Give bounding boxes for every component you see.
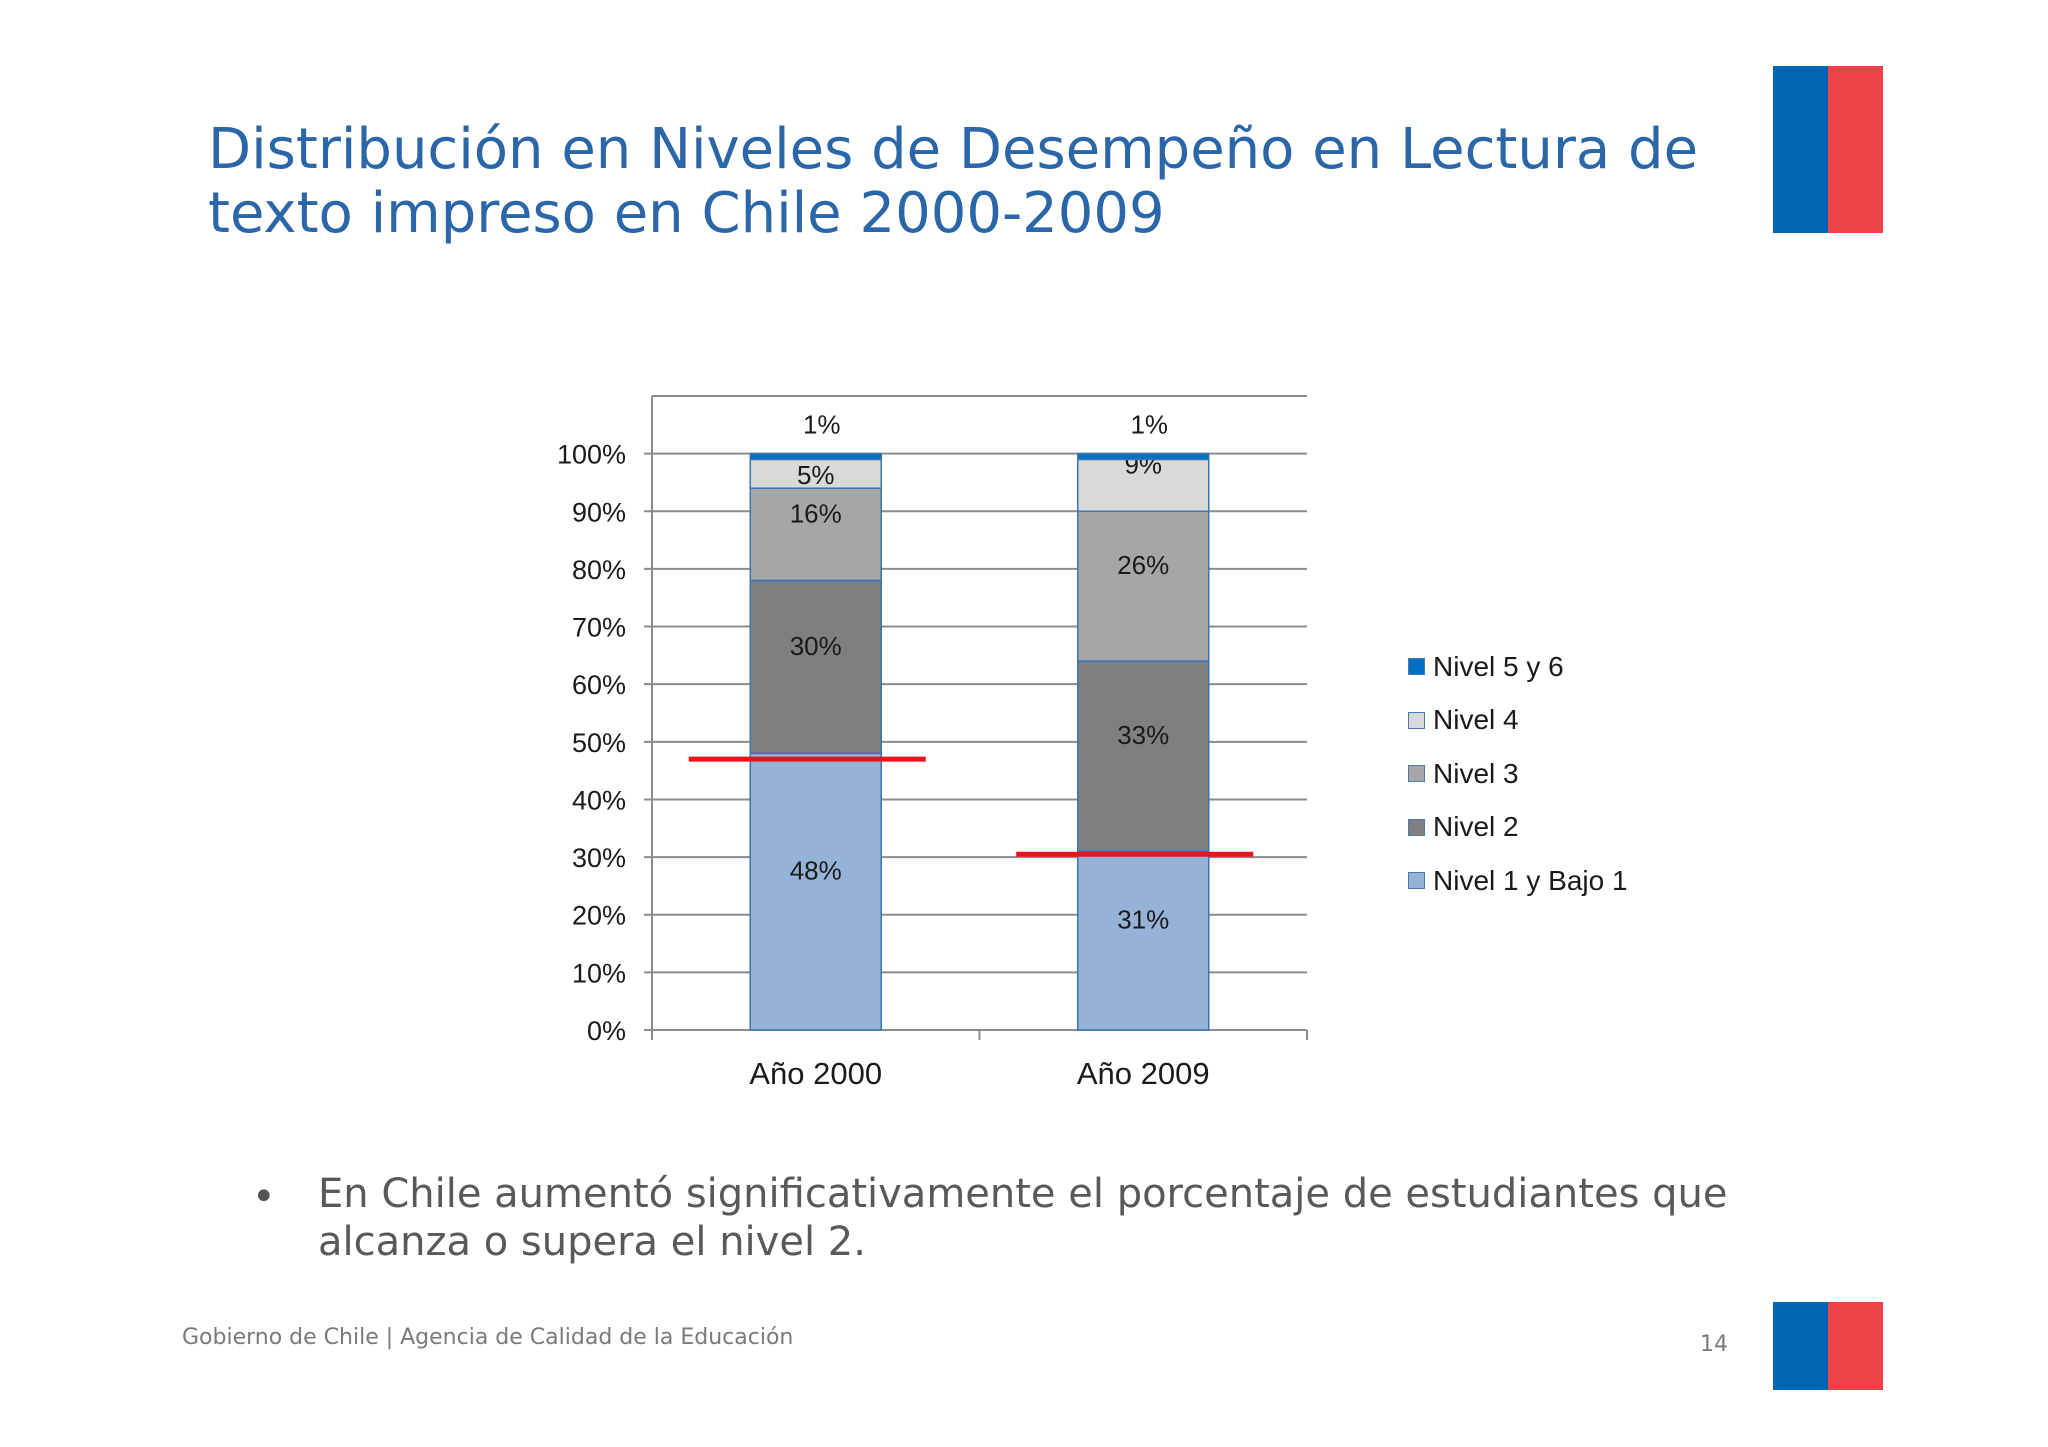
- legend-item: Nivel 3: [1408, 747, 1628, 801]
- legend-swatch: [1408, 658, 1425, 676]
- legend-label: Nivel 5 y 6: [1433, 650, 1564, 682]
- data-label: 30%: [790, 631, 842, 661]
- data-label: 48%: [790, 856, 842, 886]
- title-line-1: Distribución en Niveles de Desempeño en …: [208, 117, 1699, 182]
- data-label: 26%: [1117, 550, 1169, 580]
- bar-segment: [749, 452, 882, 461]
- legend-item: Nivel 1 y Bajo 1: [1408, 854, 1628, 908]
- legend-label: Nivel 4: [1433, 704, 1519, 736]
- data-label: 33%: [1117, 720, 1169, 750]
- bar-segment: [749, 752, 882, 1031]
- bar-segment: [1077, 458, 1210, 513]
- legend-label: Nivel 3: [1433, 757, 1519, 789]
- chile-flag-logo-top: [1773, 66, 1883, 233]
- bar-segment: [1077, 452, 1210, 461]
- bar-segment: [749, 487, 882, 582]
- data-label: 5%: [797, 460, 835, 490]
- slide-title: Distribución en Niveles de Desempeño en …: [208, 118, 1708, 246]
- title-line-2: texto impreso en Chile 2000-2009: [208, 181, 1165, 246]
- legend-item: Nivel 2: [1408, 801, 1628, 855]
- bar-segment: [749, 579, 882, 755]
- y-tick-label: 30%: [572, 843, 626, 873]
- bar-segment: [1077, 660, 1210, 853]
- legend-label: Nivel 2: [1433, 811, 1519, 843]
- x-category-label: Año 2000: [749, 1056, 882, 1091]
- legend-item: Nivel 4: [1408, 694, 1628, 748]
- y-tick-label: 20%: [572, 901, 626, 931]
- legend-label: Nivel 1 y Bajo 1: [1433, 864, 1628, 896]
- bullet-text: En Chile aumentó significativamente el p…: [318, 1171, 1728, 1265]
- y-tick-label: 40%: [572, 785, 626, 815]
- legend-swatch: [1408, 818, 1425, 836]
- bar-segment: [1077, 510, 1210, 662]
- data-label: 1%: [803, 410, 841, 440]
- chart-legend: Nivel 5 y 6 Nivel 4 Nivel 3 Nivel 2 Nivel 1 …: [1408, 640, 1628, 908]
- x-category-label: Año 2009: [1077, 1056, 1210, 1091]
- data-label: 16%: [790, 498, 842, 528]
- y-tick-label: 50%: [572, 728, 626, 758]
- legend-item: Nivel 5 y 6: [1408, 640, 1628, 694]
- legend-swatch: [1408, 711, 1425, 729]
- y-tick-label: 0%: [587, 1016, 626, 1046]
- y-tick-label: 90%: [572, 497, 626, 527]
- data-label: 1%: [1130, 410, 1168, 440]
- y-tick-label: 10%: [572, 958, 626, 988]
- y-tick-label: 80%: [572, 555, 626, 585]
- y-tick-label: 100%: [557, 440, 626, 470]
- legend-swatch: [1408, 765, 1425, 783]
- bullet-marker: •: [252, 1174, 276, 1220]
- chile-flag-logo-bottom: [1773, 1302, 1883, 1390]
- data-label: 31%: [1117, 905, 1169, 935]
- page-number: 14: [1700, 1332, 1728, 1357]
- bar-segment: [749, 458, 882, 489]
- y-tick-label: 70%: [572, 613, 626, 643]
- bar-segment: [1077, 850, 1210, 1031]
- footer-text: Gobierno de Chile | Agencia de Calidad d…: [182, 1325, 794, 1350]
- y-tick-label: 60%: [572, 670, 626, 700]
- legend-swatch: [1408, 872, 1425, 890]
